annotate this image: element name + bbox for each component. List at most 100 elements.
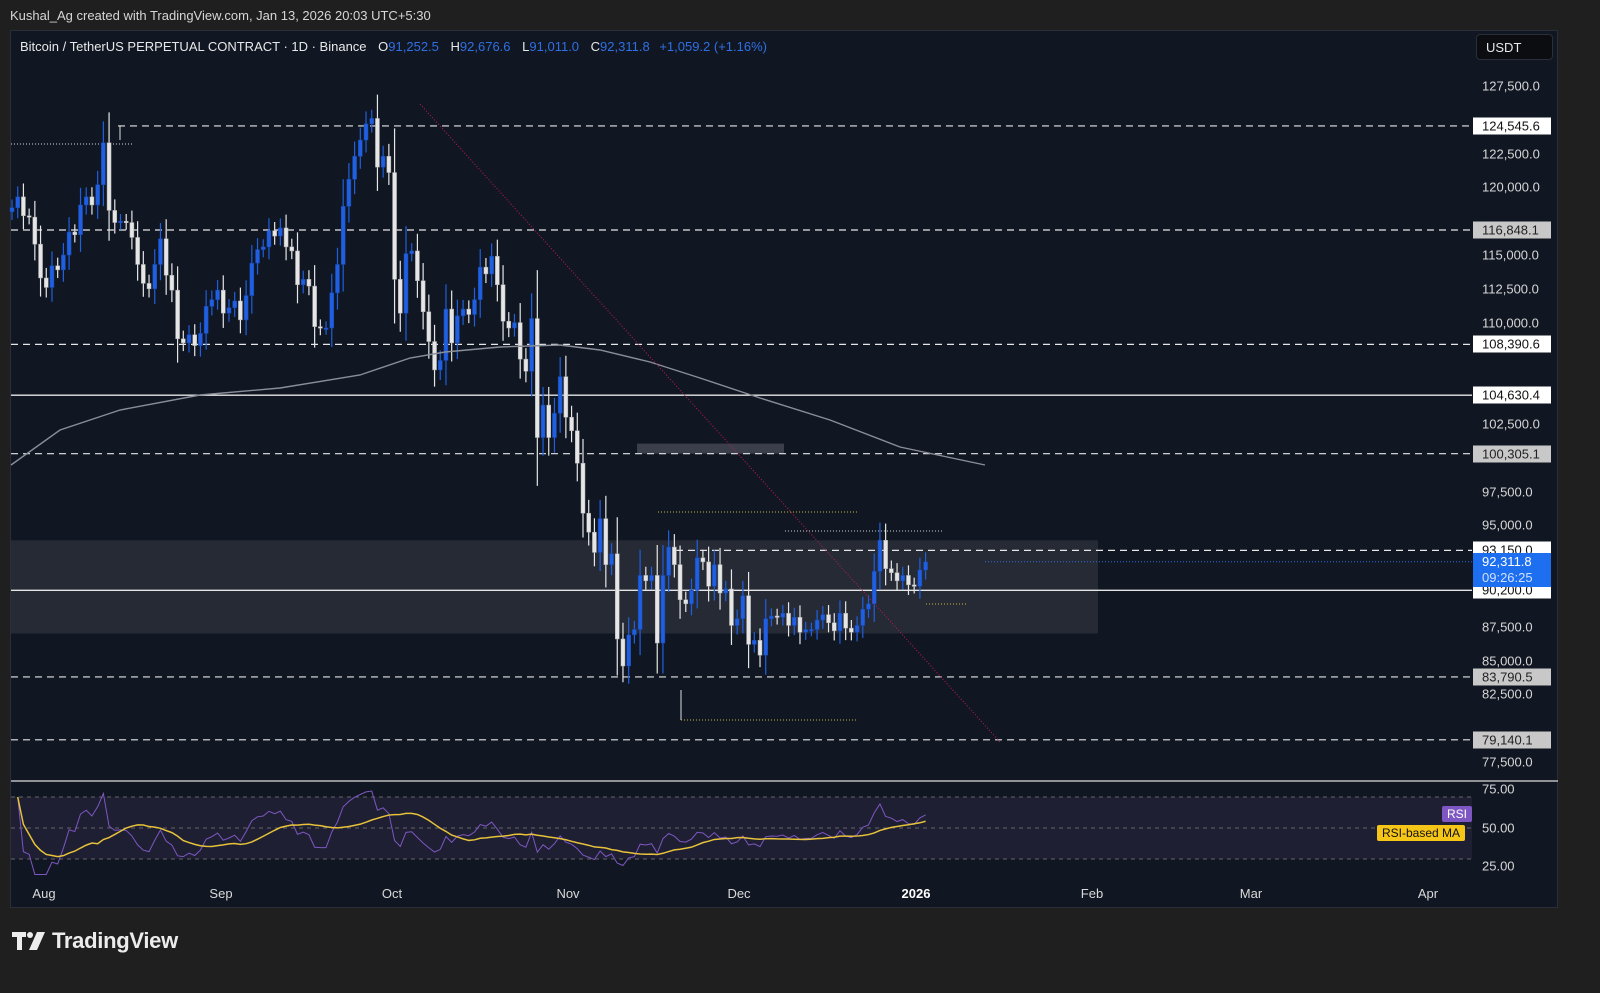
chart-credit: Kushal_Ag created with TradingView.com, … (10, 8, 431, 23)
candle-down (466, 308, 472, 315)
time-label: Dec (727, 886, 751, 901)
candle-up (769, 615, 774, 619)
currency-button[interactable]: USDT (1476, 34, 1553, 60)
candle-down (546, 404, 551, 438)
candle-up (335, 264, 340, 294)
candle-up (15, 196, 20, 208)
candle-up (649, 575, 654, 582)
candle-down (654, 575, 660, 644)
candle-up (158, 238, 163, 265)
rsi-ma-label-tag: RSI-based MA (1377, 825, 1466, 841)
candle-up (689, 590, 694, 605)
candle-up (837, 613, 843, 632)
candle-up (637, 575, 643, 630)
candle-up (215, 289, 220, 300)
low-value: 91,011.0 (529, 39, 580, 54)
candle-down (849, 627, 854, 633)
candle-down (38, 243, 43, 279)
candle-up (780, 613, 786, 618)
time-label: Mar (1239, 886, 1263, 901)
close-label: C (590, 39, 601, 54)
time-label: Feb (1080, 886, 1104, 901)
candle-up (358, 139, 363, 157)
candle-down (535, 318, 540, 438)
price-level-tag: 124,545.6 (1473, 117, 1551, 135)
candle-up (820, 614, 826, 621)
candle-down (192, 334, 197, 346)
candle-up (803, 629, 808, 633)
candle-down (89, 196, 95, 206)
candle-down (21, 196, 26, 217)
candle-up (209, 299, 215, 307)
symbol-legend[interactable]: Bitcoin / TetherUS PERPETUAL CONTRACT · … (20, 39, 767, 54)
candle-down (415, 250, 420, 281)
candle-up (489, 256, 494, 275)
candle-down (392, 172, 397, 280)
price-tick: 97,500.0 (1482, 484, 1533, 500)
price-tick: 120,000.0 (1482, 179, 1540, 195)
candle-down (129, 222, 135, 238)
rsi-label-tag: RSI (1442, 806, 1473, 822)
last-price-tag: 92,311.8 09:26:25 (1473, 552, 1551, 587)
rsi-tick-25: 25.00 (1482, 858, 1515, 874)
candle-down (123, 220, 129, 223)
candle-up (369, 118, 374, 125)
price-level-tag: 108,390.6 (1473, 335, 1551, 353)
candle-down (757, 640, 763, 656)
candle-up (472, 299, 477, 315)
candle-down (523, 358, 529, 372)
candle-down (746, 595, 751, 645)
candle-up (609, 553, 614, 565)
candle-down (575, 430, 580, 464)
candle-down (706, 561, 711, 587)
candle-down (375, 118, 380, 168)
tradingview-logo[interactable]: TradingView (12, 928, 178, 954)
candle-up (712, 564, 717, 587)
change-value: +1,059.2 (+1.16%) (659, 39, 768, 54)
candle-up (917, 569, 923, 587)
candle-up (66, 231, 72, 256)
price-tick: 112,500.0 (1482, 281, 1539, 297)
candle-down (826, 614, 831, 623)
candle-down (797, 617, 803, 633)
candle-down (169, 275, 175, 291)
candle-down (603, 518, 609, 565)
high-value: 92,676.6 (459, 39, 511, 54)
last-price-value: 92,311.8 (1482, 553, 1532, 569)
candle-up (198, 333, 203, 346)
candle-down (72, 231, 78, 235)
rsi-ma-line (16, 796, 926, 858)
open-label: O (378, 39, 389, 54)
candle-down (843, 613, 848, 629)
candle-up (346, 179, 352, 207)
candle-down (906, 575, 911, 586)
price-tick: 77,500.0 (1482, 754, 1533, 770)
high-label: H (450, 39, 460, 54)
low-label: L (522, 39, 530, 54)
candle-down (580, 462, 586, 514)
candle-down (175, 289, 180, 340)
candle-down (426, 311, 432, 342)
symbol-title[interactable]: Bitcoin / TetherUS PERPETUAL CONTRACT · … (20, 39, 367, 54)
candle-up (232, 300, 237, 308)
candle-up (443, 308, 449, 361)
chart-panel[interactable] (10, 30, 1558, 908)
candle-down (506, 320, 512, 329)
candle-up (403, 253, 409, 314)
candle-down (615, 553, 620, 640)
price-tick: 102,500.0 (1482, 416, 1540, 432)
price-tick: 85,000.0 (1482, 653, 1533, 669)
candle-down (495, 256, 500, 285)
candle-up (226, 307, 232, 314)
candle-up (512, 322, 517, 329)
candle-up (83, 196, 89, 206)
candle-up (249, 262, 255, 296)
candle-up (660, 575, 666, 644)
moving-average-line (10, 344, 986, 466)
candle-down (883, 540, 888, 569)
candle-down (643, 575, 649, 582)
candle-down (911, 584, 917, 587)
price-tick: 82,500.0 (1482, 686, 1533, 702)
candle-up (329, 292, 335, 329)
